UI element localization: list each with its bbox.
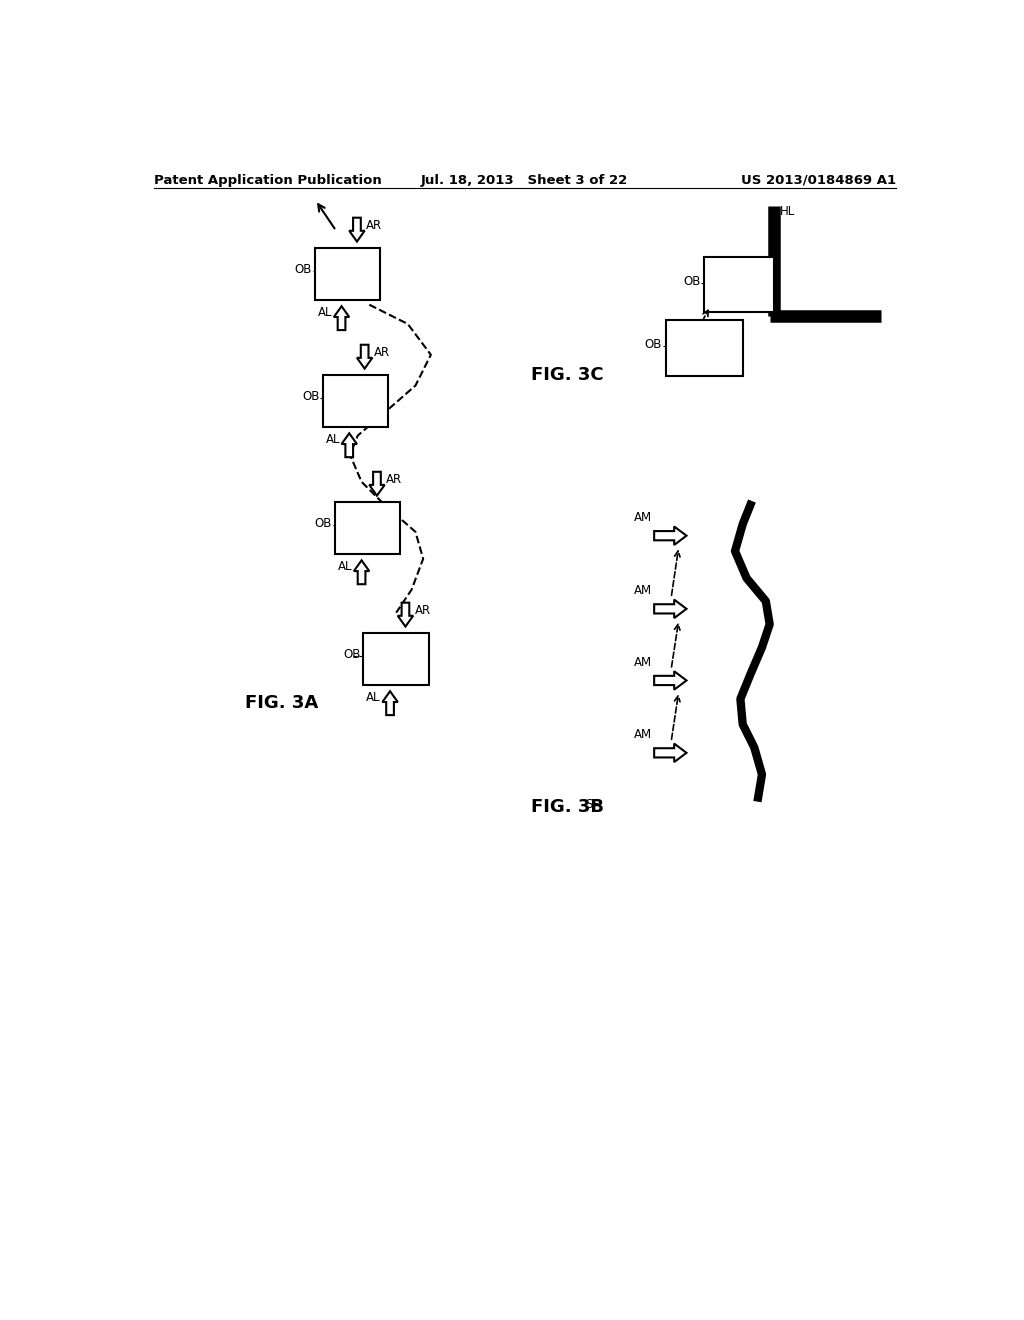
Text: AL: AL bbox=[367, 692, 381, 705]
Polygon shape bbox=[334, 306, 349, 330]
Text: US 2013/0184869 A1: US 2013/0184869 A1 bbox=[740, 174, 896, 187]
Bar bbox=[666, 321, 742, 376]
Text: AL: AL bbox=[338, 561, 352, 573]
Text: AM: AM bbox=[634, 656, 652, 669]
Polygon shape bbox=[654, 527, 686, 545]
Polygon shape bbox=[654, 599, 686, 618]
Polygon shape bbox=[357, 345, 373, 368]
Polygon shape bbox=[349, 218, 365, 242]
Text: AR: AR bbox=[367, 219, 382, 232]
Polygon shape bbox=[342, 433, 357, 457]
Text: OB: OB bbox=[314, 517, 332, 529]
Bar bbox=[335, 502, 400, 554]
Text: AR: AR bbox=[386, 474, 402, 486]
Text: OB: OB bbox=[295, 263, 312, 276]
Text: OB: OB bbox=[644, 338, 662, 351]
Polygon shape bbox=[382, 692, 397, 715]
Polygon shape bbox=[397, 603, 413, 627]
Text: SF: SF bbox=[585, 797, 599, 810]
Text: HL: HL bbox=[779, 205, 795, 218]
Text: AM: AM bbox=[634, 585, 652, 598]
Text: FIG. 3C: FIG. 3C bbox=[531, 367, 603, 384]
Text: AR: AR bbox=[374, 346, 390, 359]
Text: OB: OB bbox=[302, 389, 319, 403]
Polygon shape bbox=[654, 743, 686, 762]
Text: AL: AL bbox=[317, 306, 333, 319]
Text: FIG. 3A: FIG. 3A bbox=[245, 693, 317, 711]
Text: AM: AM bbox=[634, 511, 652, 524]
Text: AM: AM bbox=[634, 729, 652, 742]
Bar bbox=[323, 375, 388, 428]
Text: OB: OB bbox=[343, 648, 360, 661]
Text: Jul. 18, 2013   Sheet 3 of 22: Jul. 18, 2013 Sheet 3 of 22 bbox=[421, 174, 629, 187]
Bar bbox=[364, 632, 429, 685]
Polygon shape bbox=[654, 671, 686, 689]
Polygon shape bbox=[354, 561, 370, 585]
Text: AL: AL bbox=[326, 433, 340, 446]
Polygon shape bbox=[370, 471, 385, 496]
Text: AR: AR bbox=[415, 605, 431, 618]
Text: FIG. 3B: FIG. 3B bbox=[531, 797, 604, 816]
Text: OB: OB bbox=[683, 275, 700, 288]
Text: Patent Application Publication: Patent Application Publication bbox=[154, 174, 381, 187]
Bar bbox=[315, 248, 381, 300]
Bar bbox=[705, 257, 773, 313]
